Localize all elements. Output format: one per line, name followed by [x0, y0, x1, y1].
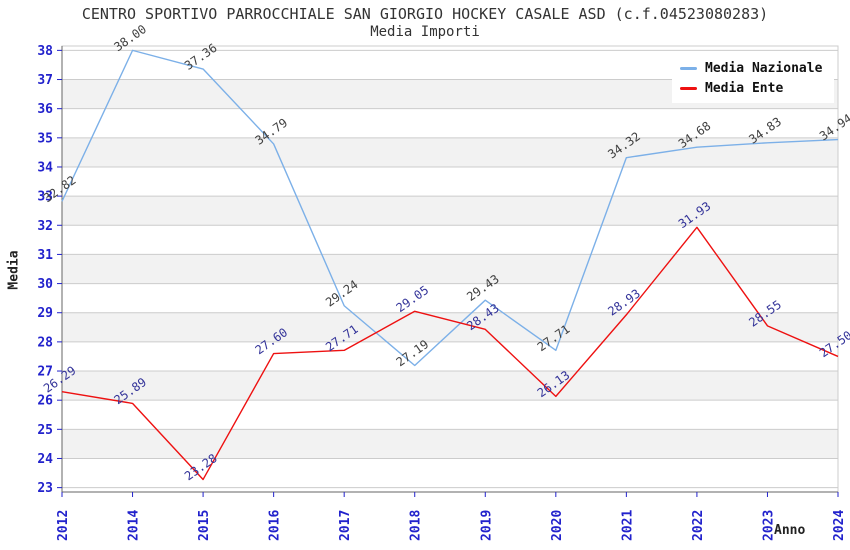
x-axis-title: Anno: [774, 523, 806, 538]
legend-swatch-media-ente: [680, 87, 697, 90]
x-tick-label: 2014: [127, 510, 142, 541]
x-tick-label: 2023: [761, 510, 776, 541]
y-tick-label: 31: [37, 248, 53, 263]
y-tick-label: 36: [37, 102, 53, 117]
x-tick-label: 2020: [550, 510, 565, 541]
y-tick-label: 23: [37, 481, 53, 496]
legend-label: Media Nazionale: [705, 61, 823, 76]
x-tick-label: 2016: [268, 510, 283, 541]
x-tick-label: 2021: [620, 510, 635, 541]
y-tick-label: 30: [37, 277, 53, 292]
series-line-media-ente: [61, 226, 839, 481]
x-tick-label: 2015: [197, 510, 212, 541]
point-value-label: 29.05: [394, 283, 432, 315]
x-tick-label: 2022: [691, 510, 706, 541]
x-tick-label: 2017: [338, 510, 353, 541]
legend-item-media-nazionale: Media Nazionale: [680, 61, 822, 76]
plot-band: [62, 429, 838, 459]
y-tick-label: 35: [37, 131, 53, 146]
y-tick-label: 25: [37, 423, 53, 438]
y-tick-label: 37: [37, 73, 53, 88]
y-tick-label: 38: [37, 44, 53, 59]
legend: Media Nazionale Media Ente: [672, 56, 835, 103]
chart-title: CENTRO SPORTIVO PARROCCHIALE SAN GIORGIO…: [81, 5, 769, 23]
y-axis-title: Media: [6, 250, 22, 290]
y-tick-label: 24: [37, 452, 53, 467]
y-tick-label: 34: [37, 160, 53, 175]
point-value-label: 38.00: [111, 22, 149, 54]
x-tick-label: 2012: [56, 510, 71, 541]
legend-label: Media Ente: [705, 81, 784, 96]
y-tick-label: 29: [37, 306, 53, 321]
y-tick-label: 32: [37, 219, 53, 234]
plot-band: [62, 137, 838, 167]
legend-item-media-ente: Media Ente: [680, 81, 822, 96]
chart-subtitle: Media Importi: [370, 24, 480, 40]
y-tick-label: 26: [37, 394, 53, 409]
series-line-media-nazionale: [61, 49, 839, 367]
plot-band: [62, 196, 838, 226]
y-tick-label: 27: [37, 365, 53, 380]
x-tick-label: 2024: [832, 510, 847, 541]
plot-band: [62, 254, 838, 284]
x-tick-label: 2019: [479, 510, 494, 541]
plot-band: [62, 371, 838, 401]
y-tick-label: 33: [37, 190, 53, 205]
x-tick-label: 2018: [409, 510, 424, 541]
legend-swatch-media-nazionale: [680, 67, 697, 70]
y-tick-label: 28: [37, 335, 53, 350]
plot-band: [62, 312, 838, 342]
